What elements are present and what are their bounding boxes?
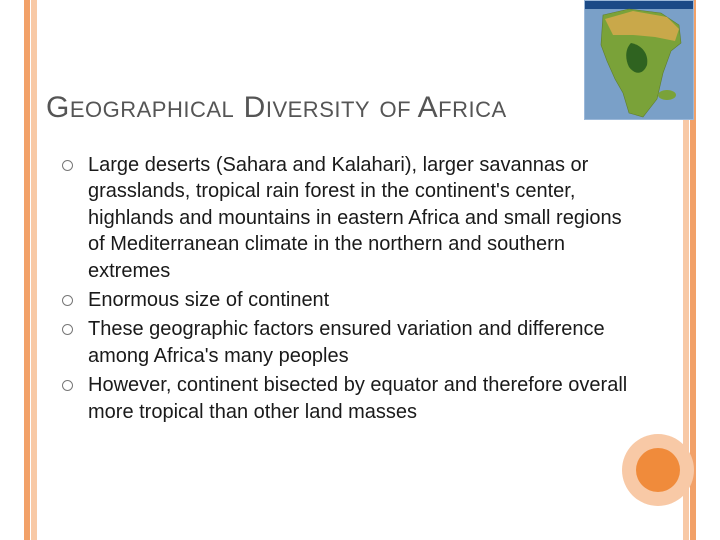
decorative-circle-inner (636, 448, 680, 492)
left-stripe-inner (31, 0, 37, 540)
title-rest: FRICA (438, 97, 507, 122)
left-stripe-outer (24, 0, 30, 540)
slide-title: GEOGRAPHICAL DIVERSITY OF AFRICA (46, 88, 560, 125)
bullet-list: Large deserts (Sahara and Kalahari), lar… (60, 152, 630, 425)
title-cap: A (418, 91, 439, 124)
title-rest: OF (379, 97, 417, 122)
title-cap: G (46, 91, 70, 124)
title-rest: EOGRAPHICAL (70, 97, 234, 122)
title-cap: D (244, 91, 266, 124)
slide-body: Large deserts (Sahara and Kalahari), lar… (60, 152, 630, 428)
africa-map-image (584, 0, 694, 120)
title-rest: IVERSITY (266, 97, 370, 122)
bullet-item: Enormous size of continent (60, 287, 630, 313)
decorative-circle (622, 434, 694, 506)
bullet-item: However, continent bisected by equator a… (60, 372, 630, 425)
bullet-item: These geographic factors ensured variati… (60, 316, 630, 369)
bullet-item: Large deserts (Sahara and Kalahari), lar… (60, 152, 630, 284)
